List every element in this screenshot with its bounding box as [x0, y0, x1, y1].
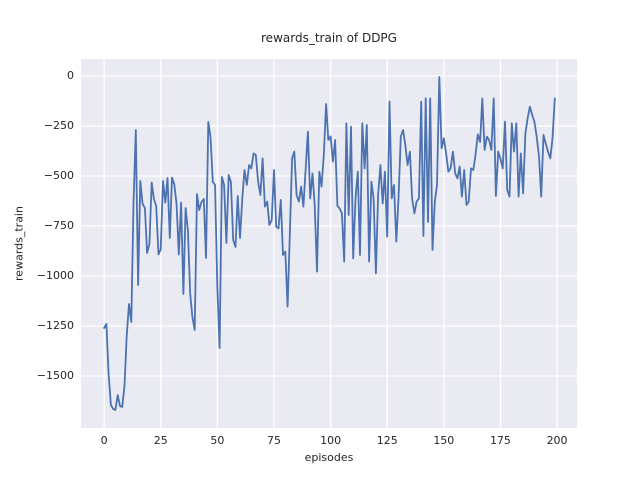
x-tick-label-175: 175: [489, 434, 511, 447]
y-tick-label-0: 0: [67, 69, 74, 82]
x-axis-label: episodes: [304, 451, 354, 464]
series-line-rewards_train: [103, 76, 556, 411]
y-axis-label: rewards_train: [12, 206, 26, 281]
x-tick-label-75: 75: [266, 434, 281, 447]
y-tick-label--1250: −1250: [36, 319, 74, 332]
x-tick-label-125: 125: [376, 434, 398, 447]
chart-title: rewards_train of DDPG: [261, 31, 397, 45]
x-tick-label-0: 0: [100, 434, 108, 447]
x-tick-label-50: 50: [210, 434, 225, 447]
x-tick-label-100: 100: [320, 434, 342, 447]
y-tick-label--1500: −1500: [36, 369, 74, 382]
y-tick-label--250: −250: [43, 119, 74, 132]
x-tick-label-150: 150: [433, 434, 455, 447]
x-tick-label-200: 200: [546, 434, 568, 447]
x-tick-label-25: 25: [153, 434, 168, 447]
plot-area: [81, 59, 577, 428]
grid-lines: [81, 59, 577, 428]
series-lines: [103, 76, 556, 411]
y-tick-label--750: −750: [43, 219, 74, 232]
y-tick-label--1000: −1000: [36, 269, 74, 282]
y-tick-label--500: −500: [43, 169, 74, 182]
